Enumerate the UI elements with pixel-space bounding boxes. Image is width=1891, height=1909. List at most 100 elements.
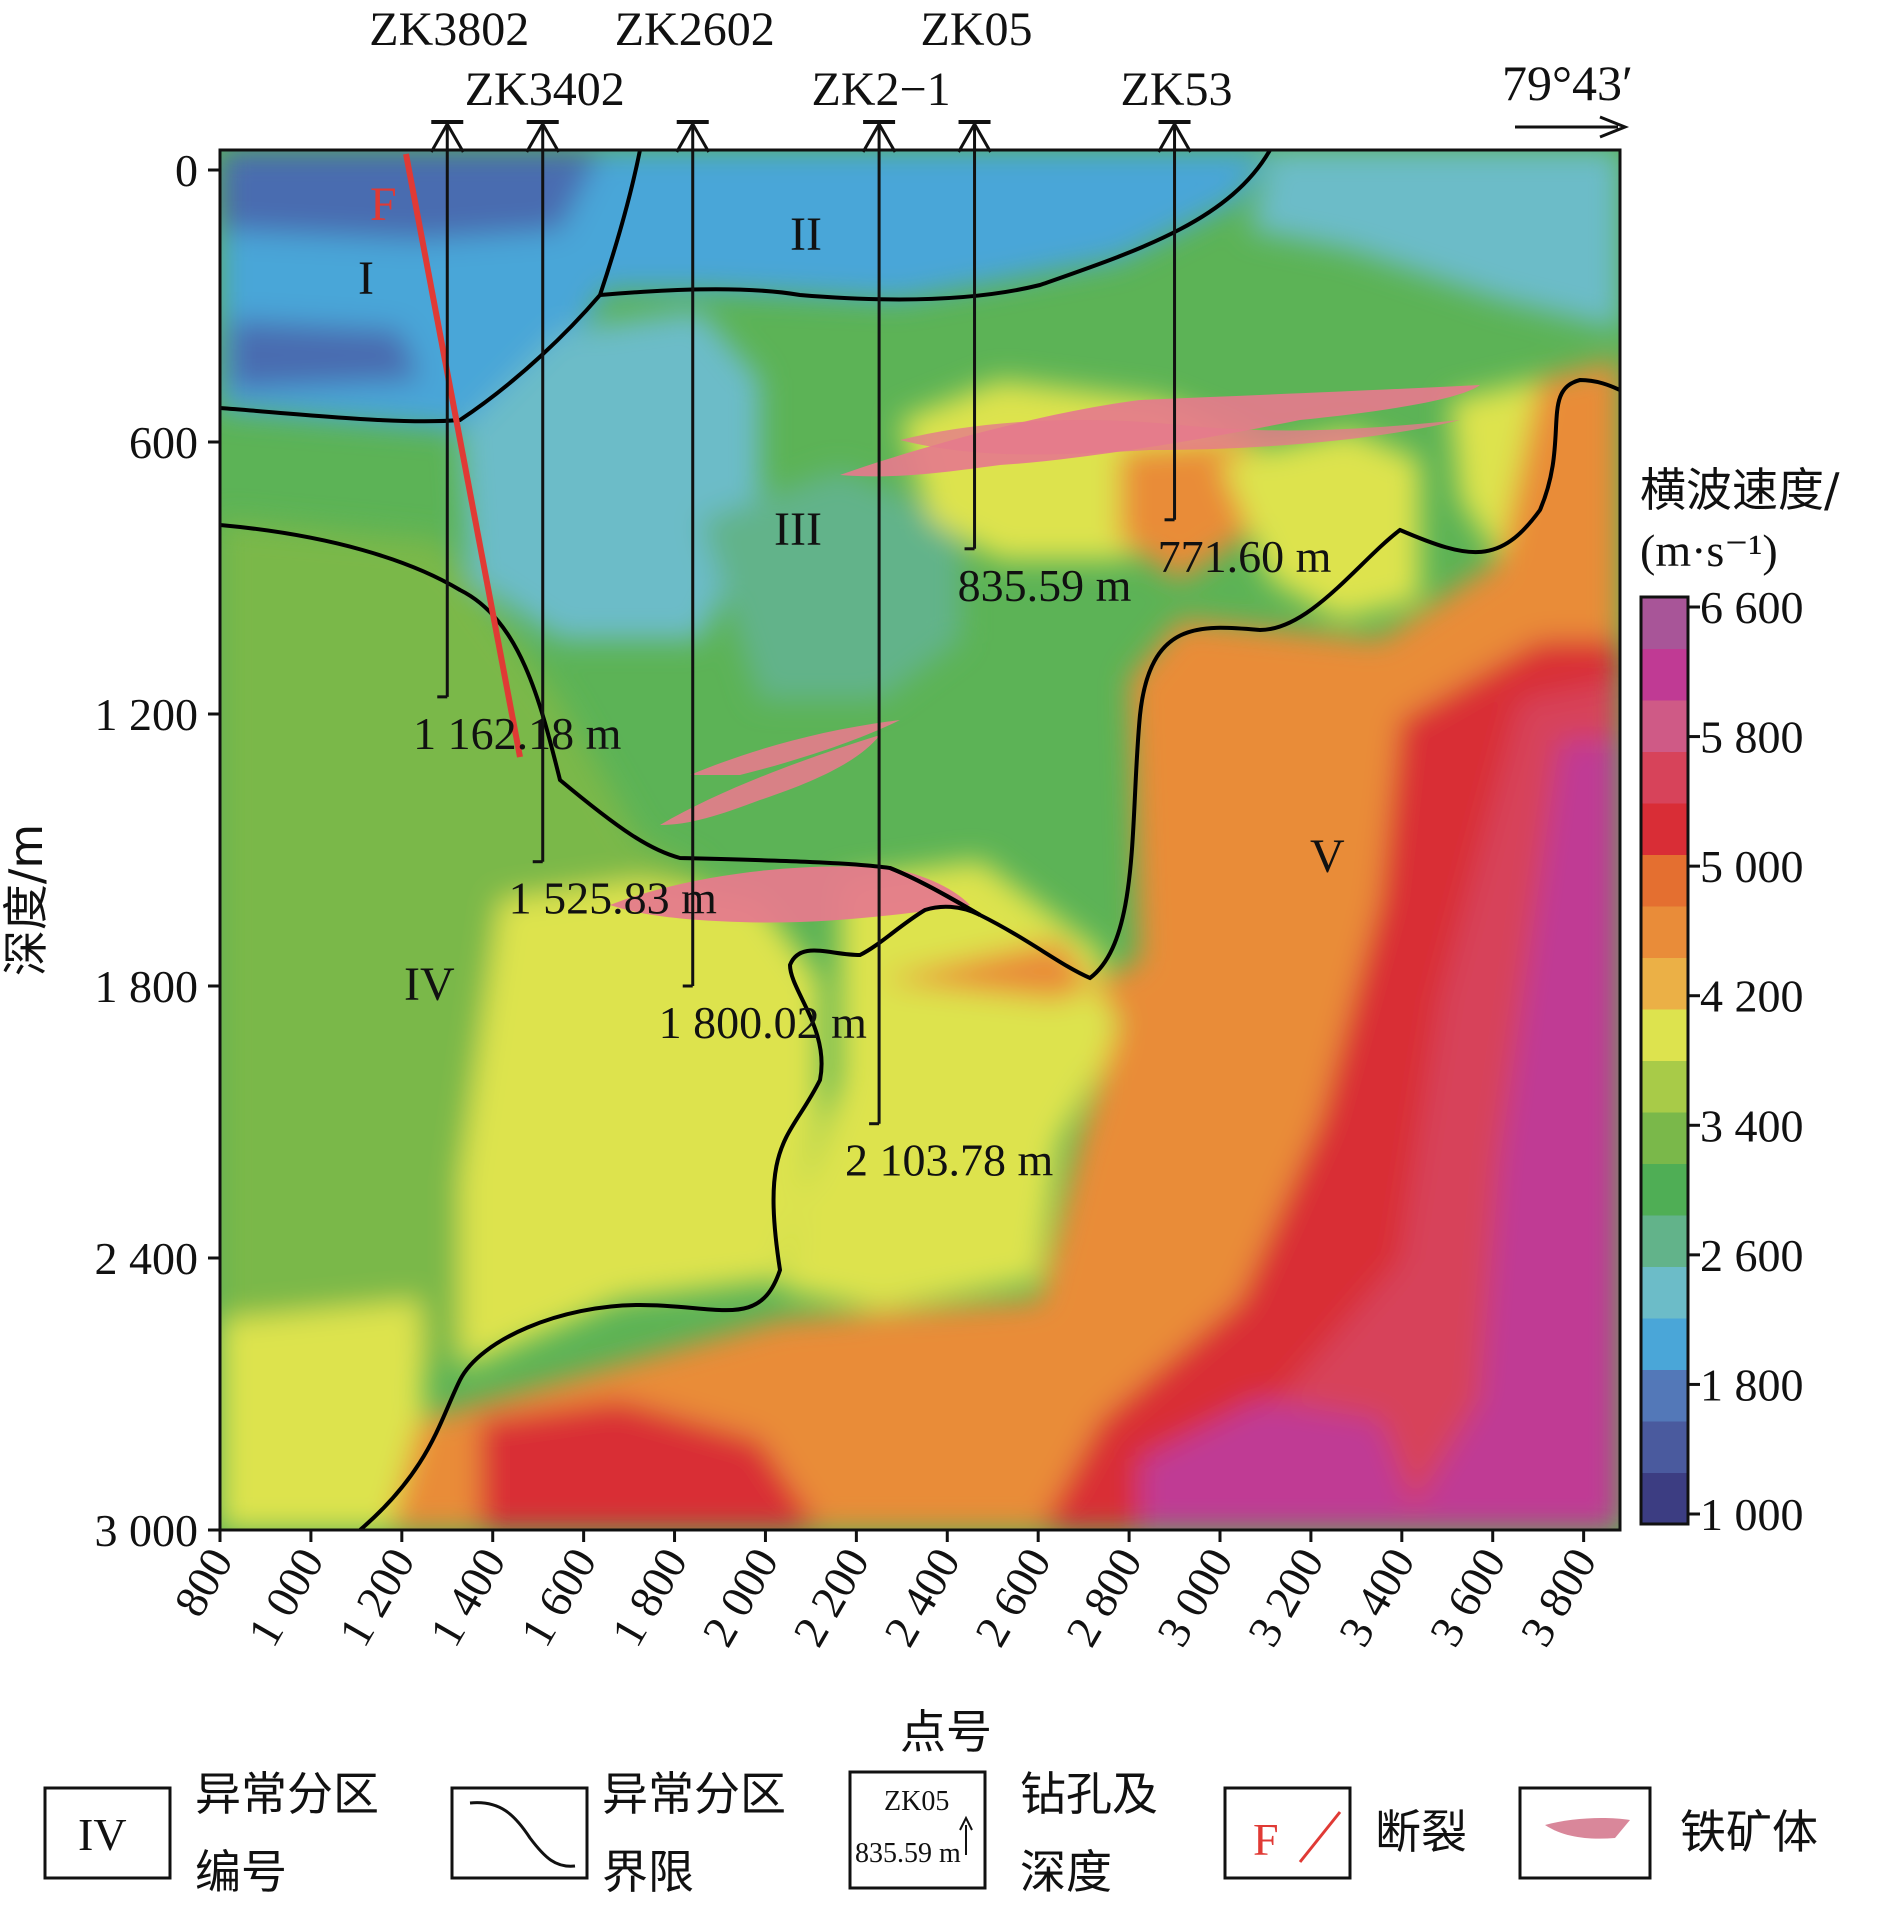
- colorbar-swatch: [1641, 1215, 1688, 1267]
- x-tick-label: 1 600: [510, 1540, 606, 1655]
- x-tick-label: 2 200: [783, 1540, 879, 1655]
- colorbar-title-line1: 横波速度/: [1640, 463, 1840, 517]
- legend-borehole-box: [848, 1770, 987, 1890]
- borehole-depth-label: 1 162.18 m: [413, 708, 622, 759]
- colorbar-tick-label: 6 600: [1700, 582, 1804, 633]
- borehole-arrow: [675, 120, 711, 153]
- borehole: ZK3802 1 162.18 m: [369, 3, 621, 759]
- legend-fault-symbol: F: [1253, 1814, 1279, 1865]
- y-tick-label: 1 200: [95, 689, 199, 740]
- y-tick-label: 1 800: [95, 961, 199, 1012]
- colorbar-tick-label: 1 800: [1700, 1359, 1804, 1410]
- legend-boundary-box: [450, 1786, 589, 1880]
- borehole: ZK2602 1 800.02 m: [615, 3, 867, 1048]
- colorbar-swatch: [1641, 700, 1688, 752]
- borehole: ZK05 835.59 m: [921, 3, 1132, 611]
- borehole-arrow: [957, 120, 992, 153]
- x-tick-label: 3 400: [1329, 1540, 1425, 1655]
- borehole-arrow: [525, 120, 561, 153]
- boundary-III-V: [979, 377, 1620, 981]
- legend-ore-label: 铁矿体: [1680, 1805, 1818, 1859]
- borehole: ZK3402 1 525.83 m: [465, 63, 717, 924]
- colorbar-swatch: [1641, 1163, 1688, 1216]
- legend-boundary-label-line2: 界限: [602, 1845, 694, 1899]
- fault-label: F: [370, 178, 397, 231]
- colorbar-tick-label: 5 800: [1700, 712, 1804, 763]
- boundary-IV-V-extra: [889, 866, 981, 917]
- x-tick-label: 3 000: [1147, 1540, 1243, 1655]
- borehole-depth-label: 771.60 m: [1158, 531, 1332, 582]
- legend-fault-line: [1298, 1811, 1342, 1863]
- colorbar-swatch: [1641, 648, 1688, 701]
- colorbar-swatch: [1641, 1421, 1688, 1473]
- colorbar-title-line2: (m·s⁻¹): [1640, 525, 1778, 576]
- legend-boundary-label-line1: 异常分区: [602, 1767, 786, 1821]
- colorbar-swatch: [1641, 597, 1688, 649]
- colorbar-swatch: [1641, 1009, 1688, 1061]
- legend-zone-box: [43, 1786, 172, 1880]
- legend-boundary-curve: [469, 1801, 576, 1868]
- zone-label-IV: IV: [404, 958, 455, 1011]
- borehole: ZK53 771.60 m: [1121, 63, 1332, 582]
- velocity-field: [220, 150, 1620, 1530]
- colorbar-swatch: [1641, 906, 1688, 958]
- boundary-I-II: [220, 150, 642, 424]
- legend: IV 异常分区 编号 异常分区 界限 ZK05 835.59 m 钻孔及 深度 …: [43, 1767, 1818, 1899]
- legend-zone-label-line2: 编号: [195, 1845, 287, 1899]
- borehole-arrow: [1157, 120, 1192, 153]
- colorbar-blocks: [1641, 597, 1688, 1525]
- x-tick-label: 3 800: [1510, 1540, 1606, 1655]
- legend-borehole-arrow: [959, 1815, 973, 1831]
- borehole-depth-label: 835.59 m: [958, 560, 1132, 611]
- boundary-III-IV: [220, 523, 982, 917]
- x-tick-label: 1 000: [238, 1540, 334, 1655]
- colorbar-tick-label: 5 000: [1700, 841, 1804, 892]
- legend-zone-symbol: IV: [78, 1809, 127, 1860]
- y-tick-label: 600: [129, 417, 198, 468]
- colorbar: 横波速度/ (m·s⁻¹) 6 600 5 800 5 000 4 200 3 400 2…: [1639, 463, 1840, 1540]
- y-tick-label: 2 400: [95, 1233, 199, 1284]
- colorbar-tick-label: 2 600: [1700, 1230, 1804, 1281]
- colorbar-frame: [1639, 595, 1690, 1526]
- legend-borehole-label-line2: 深度: [1020, 1845, 1112, 1899]
- y-tick-label: 0: [175, 145, 198, 196]
- borehole-name: ZK53: [1121, 63, 1233, 116]
- legend-zone-label-line1: 异常分区: [195, 1767, 379, 1821]
- legend-fault-box: [1223, 1786, 1352, 1880]
- legend-ore-box: [1518, 1786, 1652, 1880]
- y-axis: 0 600 1 200 1 800 2 400 3 000: [95, 145, 220, 1556]
- zone-label-V: V: [1310, 830, 1345, 883]
- x-tick-label: 2 600: [965, 1540, 1061, 1655]
- direction-label: 79°43′: [1502, 55, 1633, 111]
- colorbar-swatch: [1641, 751, 1688, 804]
- colorbar-ticks: 6 600 5 800 5 000 4 200 3 400 2 600 1 800 1 000: [1688, 582, 1804, 1540]
- colorbar-tick-label: 3 400: [1700, 1100, 1804, 1151]
- x-tick-label: 1 800: [601, 1540, 697, 1655]
- y-tick-label: 3 000: [95, 1505, 199, 1556]
- colorbar-tick-label: 4 200: [1700, 971, 1804, 1022]
- borehole-arrow: [429, 120, 465, 153]
- ore-body-upper-lenses: [900, 420, 1460, 455]
- colorbar-swatch: [1641, 803, 1688, 855]
- x-tick-label: 1 200: [329, 1540, 425, 1655]
- boundary-IV-V: [358, 904, 981, 1530]
- legend-ore-swatch: [1545, 1817, 1630, 1839]
- borehole-depth-label: 2 103.78 m: [845, 1135, 1054, 1186]
- x-tick-label: 2 400: [874, 1540, 970, 1655]
- legend-borehole-label-line1: 钻孔及: [1020, 1767, 1158, 1821]
- boundary-II-III: [599, 150, 1272, 302]
- borehole-depth-label: 1 800.02 m: [659, 997, 868, 1048]
- plot-frame: [218, 148, 1622, 1532]
- boreholes: ZK3802 1 162.18 m ZK3402 1 525.83 m ZK2602 1 …: [369, 3, 1331, 1186]
- fault-line: [403, 153, 523, 758]
- borehole-name: ZK05: [921, 3, 1033, 56]
- borehole-arrow: [861, 120, 897, 153]
- colorbar-swatch: [1641, 957, 1688, 1010]
- colorbar-swatch: [1641, 1369, 1688, 1422]
- borehole-name: ZK3402: [465, 63, 625, 116]
- colorbar-swatch: [1641, 1060, 1688, 1113]
- borehole-name: ZK3802: [369, 3, 529, 56]
- x-tick-label: 3 200: [1238, 1540, 1334, 1655]
- legend-borehole-depth: 835.59 m: [855, 1838, 961, 1869]
